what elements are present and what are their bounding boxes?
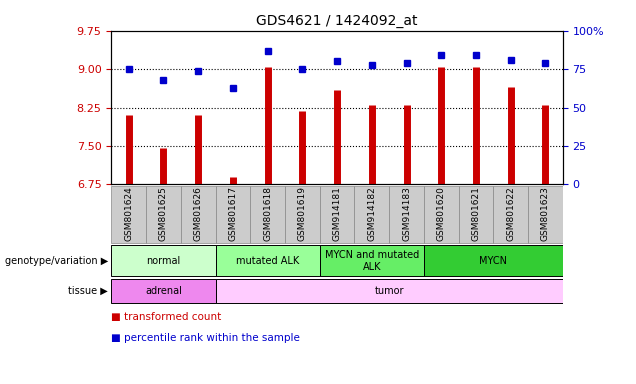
Text: MYCN: MYCN	[480, 256, 508, 266]
Bar	[216, 185, 250, 243]
Bar	[459, 185, 494, 243]
Text: adrenal: adrenal	[145, 286, 182, 296]
Text: GSM801620: GSM801620	[437, 186, 446, 241]
Text: GSM801618: GSM801618	[263, 186, 272, 241]
Text: MYCN and mutated
ALK: MYCN and mutated ALK	[325, 250, 419, 271]
Text: ■ transformed count: ■ transformed count	[111, 312, 221, 322]
Text: GSM801625: GSM801625	[159, 186, 168, 241]
Text: normal: normal	[146, 256, 181, 266]
Text: GSM801624: GSM801624	[124, 186, 133, 241]
Bar	[181, 185, 216, 243]
Bar	[424, 245, 563, 276]
Bar	[111, 245, 216, 276]
Bar	[216, 245, 320, 276]
Text: GSM914181: GSM914181	[333, 186, 342, 241]
Bar	[111, 185, 146, 243]
Bar	[146, 185, 181, 243]
Text: tissue ▶: tissue ▶	[68, 286, 108, 296]
Bar	[216, 279, 563, 303]
Bar	[285, 185, 320, 243]
Text: GSM801622: GSM801622	[506, 186, 515, 241]
Bar	[250, 185, 285, 243]
Text: GSM914182: GSM914182	[368, 186, 377, 241]
Text: tumor: tumor	[375, 286, 404, 296]
Bar	[354, 185, 389, 243]
Bar	[528, 185, 563, 243]
Text: mutated ALK: mutated ALK	[236, 256, 299, 266]
Text: GSM801626: GSM801626	[193, 186, 203, 241]
Text: GSM914183: GSM914183	[402, 186, 411, 241]
Text: GSM801617: GSM801617	[228, 186, 237, 241]
Title: GDS4621 / 1424092_at: GDS4621 / 1424092_at	[256, 14, 418, 28]
Text: GSM801619: GSM801619	[298, 186, 307, 241]
Bar	[320, 245, 424, 276]
Bar	[111, 279, 216, 303]
Text: genotype/variation ▶: genotype/variation ▶	[5, 256, 108, 266]
Bar	[320, 185, 354, 243]
Text: GSM801621: GSM801621	[471, 186, 481, 241]
Text: GSM801623: GSM801623	[541, 186, 550, 241]
Bar	[494, 185, 528, 243]
Bar	[424, 185, 459, 243]
Text: ■ percentile rank within the sample: ■ percentile rank within the sample	[111, 333, 300, 343]
Bar	[389, 185, 424, 243]
